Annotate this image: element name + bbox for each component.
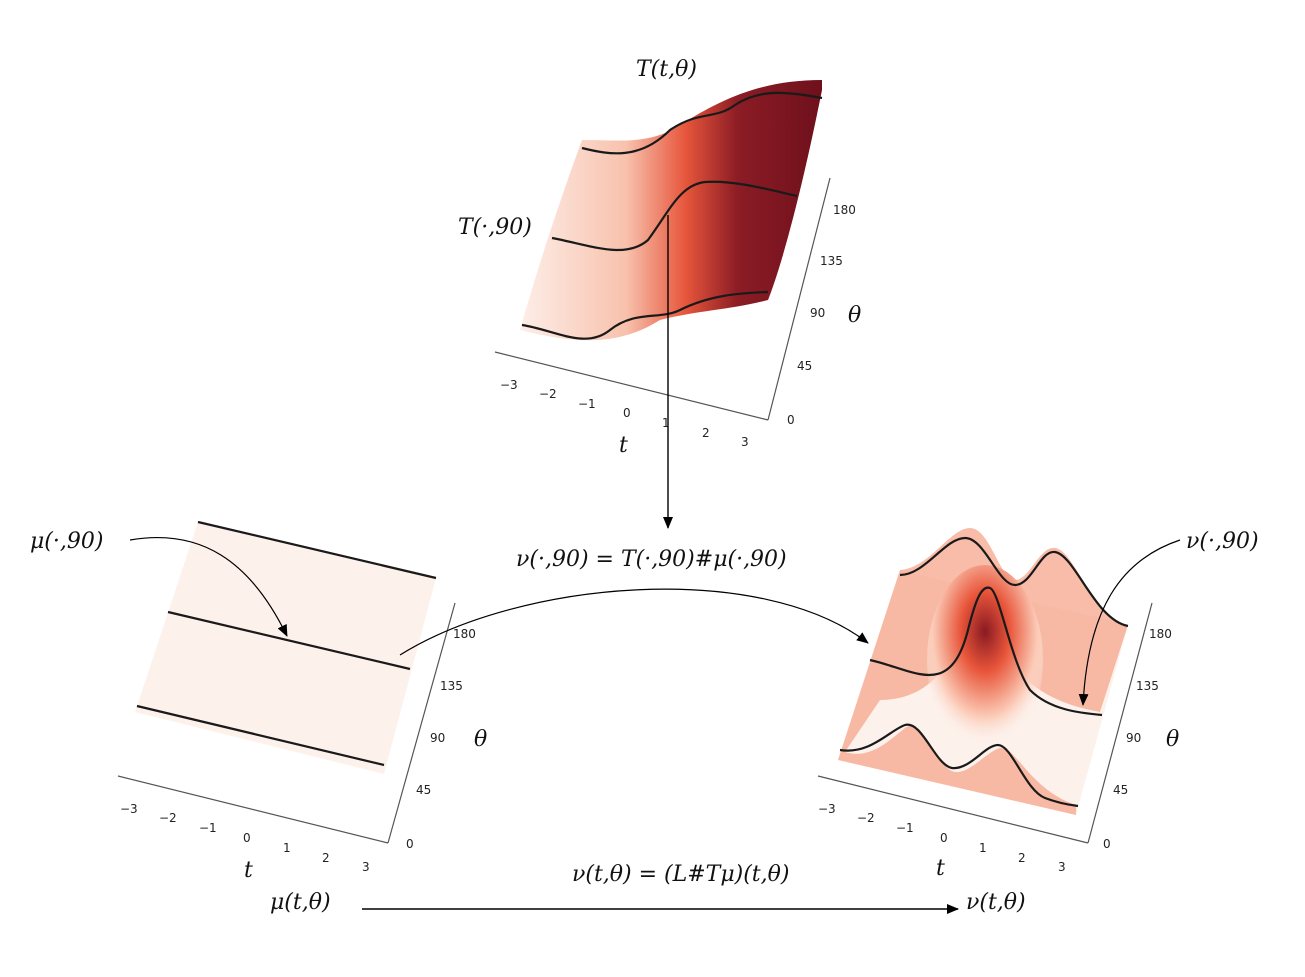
- tick-label: −1: [578, 397, 596, 411]
- top-curve-low: [521, 290, 769, 340]
- right-theta-ticks: 0 45 90 135 180: [1103, 627, 1172, 851]
- right-slice-label: ν(·,90): [1186, 529, 1259, 554]
- tick-label: 0: [1103, 837, 1111, 851]
- tick-label: 45: [416, 783, 431, 797]
- top-slice-label: T(·,90): [458, 215, 532, 240]
- top-curve-high: [581, 91, 823, 155]
- left-theta-ticks: 0 45 90 135 180: [406, 627, 476, 851]
- top-t-axis: [494, 351, 769, 421]
- tick-label: −1: [896, 821, 914, 835]
- tick-label: −1: [199, 821, 217, 835]
- tick-label: 45: [797, 359, 812, 373]
- tick-label: 0: [406, 837, 414, 851]
- tick-label: 135: [820, 254, 843, 268]
- tick-label: 1: [662, 416, 670, 430]
- tick-label: 3: [1058, 860, 1066, 874]
- right-curve-mid: [869, 586, 1103, 717]
- right-theta-label: θ: [1166, 727, 1179, 752]
- left-slice-label: μ(·,90): [30, 529, 103, 554]
- tick-label: 3: [362, 860, 370, 874]
- tick-label: 90: [1126, 731, 1141, 745]
- right-t-label: t: [936, 856, 945, 881]
- left-theta-label: θ: [474, 727, 487, 752]
- left-pointer-arrow: [129, 536, 288, 637]
- top-plot: −3 −2 −1 0 1 2 3 0 45 90 135 180 t θ T(t…: [458, 57, 861, 458]
- left-t-ticks: −3 −2 −1 0 1 2 3: [120, 802, 370, 874]
- top-t-ticks: −3 −2 −1 0 1 2 3: [500, 378, 749, 449]
- tick-label: 0: [243, 831, 251, 845]
- right-curve-low: [839, 723, 1079, 808]
- tick-label: 180: [453, 627, 476, 641]
- right-central-peak: [927, 565, 1043, 755]
- tick-label: 90: [430, 731, 445, 745]
- tick-label: 180: [1149, 627, 1172, 641]
- tick-label: 1: [979, 841, 987, 855]
- top-title: T(t,θ): [636, 57, 697, 82]
- left-curve-mid: [167, 610, 411, 671]
- tick-label: 2: [322, 851, 330, 865]
- tick-label: 2: [702, 426, 710, 440]
- left-t-axis: [117, 775, 389, 844]
- left-t-label: t: [244, 858, 253, 883]
- top-curve-mid: [551, 180, 798, 252]
- tick-label: 135: [440, 679, 463, 693]
- full-equation: ν(t,θ) = (L#Tμ)(t,θ): [572, 862, 789, 887]
- right-pointer-arrow: [1078, 539, 1181, 706]
- right-t-ticks: −3 −2 −1 0 1 2 3: [818, 802, 1066, 874]
- top-surface: [520, 80, 822, 341]
- tick-label: 2: [1018, 851, 1026, 865]
- top-theta-label: θ: [848, 303, 861, 328]
- left-theta-axis: [387, 602, 456, 844]
- tick-label: −3: [818, 802, 836, 816]
- tick-label: 0: [623, 406, 631, 420]
- right-surface-ridges: [838, 528, 1128, 815]
- right-curve-high: [899, 536, 1129, 628]
- right-bottom-label: ν(t,θ): [966, 890, 1026, 915]
- tick-label: −3: [120, 802, 138, 816]
- tick-label: −2: [159, 811, 177, 825]
- right-theta-axis: [1087, 602, 1153, 844]
- tick-label: 180: [833, 203, 856, 217]
- left-plot: −3 −2 −1 0 1 2 3 0 45 90 135 180 t θ μ(·…: [30, 520, 487, 915]
- tick-label: 45: [1113, 783, 1128, 797]
- transport-arc-arrow: [399, 588, 869, 656]
- right-t-axis: [817, 775, 1089, 844]
- tick-label: 90: [810, 306, 825, 320]
- top-theta-ticks: 0 45 90 135 180: [787, 203, 856, 427]
- tick-label: −2: [857, 811, 875, 825]
- left-curve-high: [197, 520, 437, 580]
- left-curve-low: [136, 704, 385, 767]
- top-t-label: t: [619, 433, 628, 458]
- left-surface: [135, 522, 436, 774]
- slice-equation: ν(·,90) = T(·,90)#μ(·,90): [516, 547, 787, 572]
- tick-label: −3: [500, 378, 518, 392]
- tick-label: 1: [283, 841, 291, 855]
- tick-label: 135: [1136, 679, 1159, 693]
- tick-label: −2: [539, 387, 557, 401]
- tick-label: 0: [787, 413, 795, 427]
- right-plot: −3 −2 −1 0 1 2 3 0 45 90 135 180 t θ ν(·…: [817, 528, 1259, 915]
- left-bottom-label: μ(t,θ): [270, 890, 331, 915]
- tick-label: 3: [741, 435, 749, 449]
- tick-label: 0: [940, 831, 948, 845]
- top-theta-axis: [767, 177, 831, 421]
